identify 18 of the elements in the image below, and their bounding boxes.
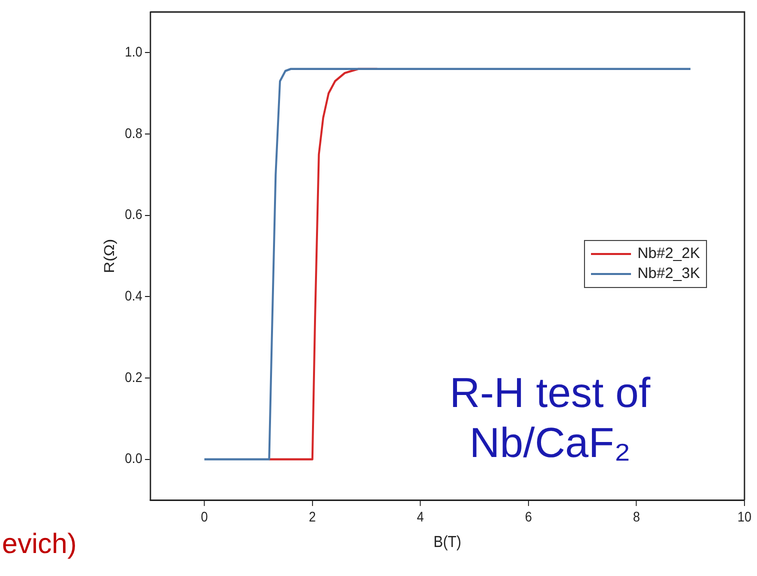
- x-tick-label: 6: [524, 508, 532, 524]
- text: evich): [2, 528, 77, 560]
- y-tick-label: 0.6: [124, 206, 142, 222]
- y-tick-label: 0.0: [124, 450, 142, 466]
- x-tick-label: 4: [416, 508, 424, 524]
- y-tick-label: 1.0: [124, 44, 142, 60]
- annotation: R-H test of Nb/CaF₂: [448, 368, 652, 468]
- y-tick-label: 0.4: [124, 288, 142, 304]
- x-axis-title: B(T): [434, 533, 462, 552]
- x-tick-label: 0: [200, 508, 208, 524]
- y-tick-label: 0.2: [124, 369, 142, 386]
- x-tick-label: 2: [308, 508, 316, 524]
- x-tick-label: 8: [632, 508, 640, 524]
- y-axis-title: R(Ω): [102, 238, 118, 274]
- legend-label: Nb#2_2K: [637, 244, 700, 264]
- y-tick-label: 0.8: [124, 125, 142, 142]
- x-tick-label: 10: [738, 508, 752, 524]
- legend-label: Nb#2_3K: [637, 264, 700, 284]
